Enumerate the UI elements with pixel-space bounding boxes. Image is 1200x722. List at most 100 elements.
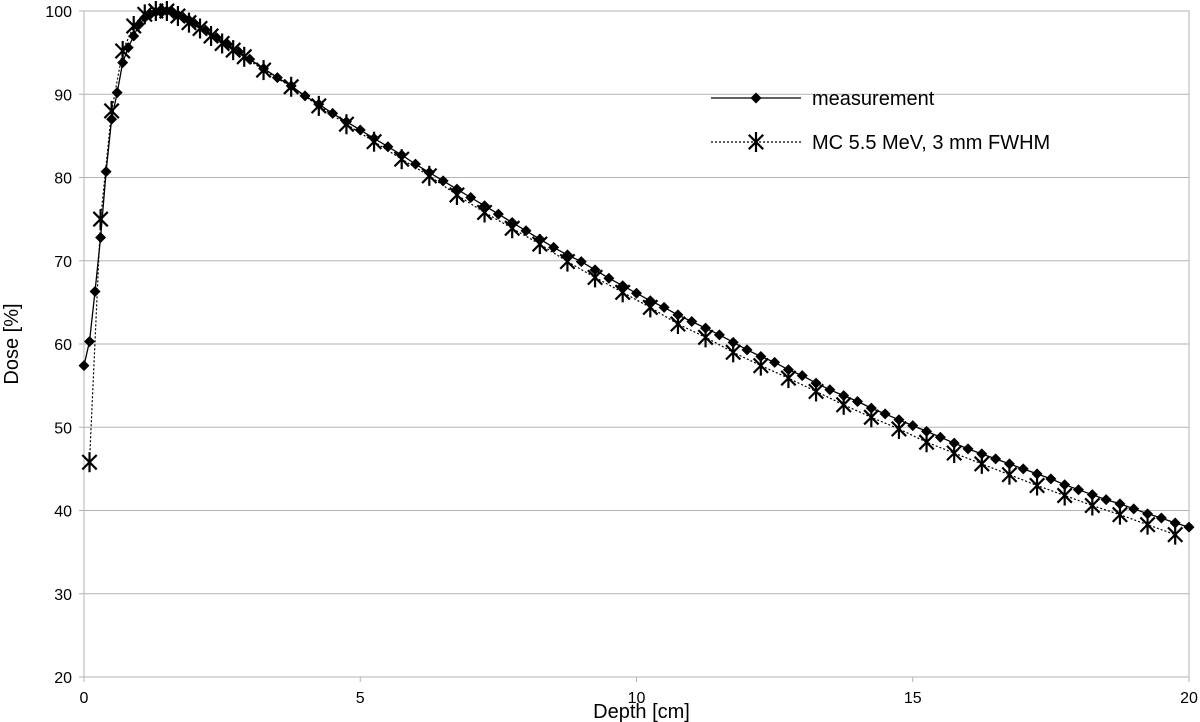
- measurement-point-25: [244, 53, 256, 65]
- x-axis-title: Depth [cm]: [593, 701, 690, 722]
- mc-point-15: [255, 60, 272, 81]
- measurement-point-49: [575, 256, 587, 268]
- x-tick-label-0: 0: [80, 690, 89, 707]
- axes: [79, 10, 1190, 682]
- mc-point-37: [863, 407, 880, 428]
- measurement-point-59: [713, 329, 725, 341]
- legend-swatch-measurement-marker: [750, 92, 762, 104]
- measurement-point-51: [603, 272, 615, 284]
- mc-point-40: [946, 443, 963, 464]
- legend: measurement MC 5.5 MeV, 3 mm FWHM: [711, 88, 1050, 154]
- mc-point-9: [180, 12, 197, 33]
- measurement-point-90: [1142, 508, 1154, 520]
- measurement-point-29: [299, 90, 311, 102]
- y-tick-label-60: 60: [54, 337, 72, 354]
- mc-point-14: [236, 46, 253, 67]
- y-tick-label-80: 80: [54, 171, 72, 188]
- mc-point-23: [476, 202, 493, 223]
- mc-point-11: [203, 25, 220, 46]
- legend-marker-asterisk: [748, 132, 764, 152]
- measurement-point-63: [769, 356, 781, 368]
- measurement-point-82: [1031, 468, 1043, 480]
- y-tick-label-40: 40: [54, 504, 72, 521]
- y-tick-label-70: 70: [54, 254, 72, 271]
- y-axis-title: Dose [%]: [1, 303, 23, 384]
- mc-point-42: [1001, 464, 1018, 485]
- measurement-point-81: [1017, 463, 1029, 475]
- measurement-point-33: [354, 124, 366, 136]
- mc-point-46: [1111, 504, 1128, 525]
- mc-point-26: [559, 251, 576, 272]
- x-tick-label-20: 20: [1180, 690, 1198, 707]
- measurement-point-7: [117, 57, 129, 69]
- mc-point-25: [531, 234, 548, 255]
- measurement-point-92: [1169, 517, 1181, 529]
- measurement-point-77: [962, 443, 974, 455]
- mc-point-44: [1056, 485, 1073, 506]
- mc-point-27: [587, 267, 604, 288]
- measurement-point-43: [492, 208, 504, 220]
- measurement-point-4: [100, 166, 112, 178]
- x-tick-label-10: 10: [628, 690, 646, 707]
- mc-point-12: [214, 33, 231, 54]
- mc-point-0: [81, 452, 98, 473]
- mc-point-1: [92, 209, 109, 230]
- measurement-point-88: [1114, 498, 1126, 510]
- mc-point-30: [669, 314, 686, 335]
- measurement-point-74: [921, 425, 933, 437]
- mc-point-18: [338, 114, 355, 135]
- measurement-point-87: [1100, 494, 1112, 506]
- y-tick-label-50: 50: [54, 420, 72, 437]
- tick-labels: 20 30 40 50 60 70 80 90 100 0 5 10 15 20: [45, 4, 1198, 707]
- mc-point-48: [1167, 524, 1184, 545]
- mc-point-34: [780, 368, 797, 389]
- measurement-point-93: [1183, 521, 1195, 533]
- measurement-point-0: [78, 360, 90, 372]
- measurement-point-39: [437, 175, 449, 187]
- measurement-point-27: [271, 72, 283, 84]
- series-markers: [78, 1, 1195, 545]
- mc-point-22: [448, 184, 465, 205]
- measurement-point-69: [852, 395, 863, 407]
- measurement-point-67: [824, 384, 836, 396]
- mc-point-33: [752, 355, 769, 376]
- measurement-point-8: [122, 42, 134, 54]
- measurement-point-2: [89, 286, 101, 298]
- measurement-point-55: [658, 301, 670, 313]
- mc-point-24: [504, 218, 521, 239]
- mc-point-35: [808, 381, 825, 402]
- legend-marker-diamond: [750, 92, 762, 104]
- y-tick-label-20: 20: [54, 670, 72, 687]
- mc-point-2: [103, 100, 120, 121]
- mc-point-20: [393, 149, 410, 170]
- measurement-point-47: [548, 241, 560, 253]
- measurement-point-86: [1086, 489, 1098, 501]
- measurement-point-89: [1128, 503, 1140, 515]
- measurement-point-3: [95, 231, 107, 243]
- y-tick-label-100: 100: [45, 4, 72, 21]
- mc-point-7: [158, 1, 175, 21]
- measurement-point-31: [327, 107, 339, 119]
- measurement-point-80: [1003, 458, 1015, 470]
- measurement-point-84: [1059, 479, 1071, 491]
- mc-point-21: [421, 165, 438, 186]
- mc-point-13: [225, 40, 242, 61]
- mc-point-45: [1084, 495, 1101, 516]
- measurement-point-41: [465, 191, 477, 203]
- measurement-point-71: [879, 408, 891, 420]
- measurement-point-61: [741, 344, 753, 356]
- mc-point-36: [835, 394, 852, 415]
- x-tick-label-5: 5: [356, 690, 365, 707]
- mc-point-17: [310, 95, 327, 116]
- mc-point-3: [114, 40, 131, 61]
- mc-point-28: [614, 282, 631, 303]
- measurement-point-75: [934, 431, 946, 443]
- mc-point-10: [192, 18, 209, 39]
- mc-point-43: [1029, 475, 1046, 496]
- measurement-point-6: [111, 87, 123, 99]
- measurement-point-37: [410, 158, 421, 170]
- mc-point-41: [973, 453, 990, 474]
- legend-entry-measurement: measurement: [812, 88, 935, 110]
- mc-point-29: [642, 297, 659, 318]
